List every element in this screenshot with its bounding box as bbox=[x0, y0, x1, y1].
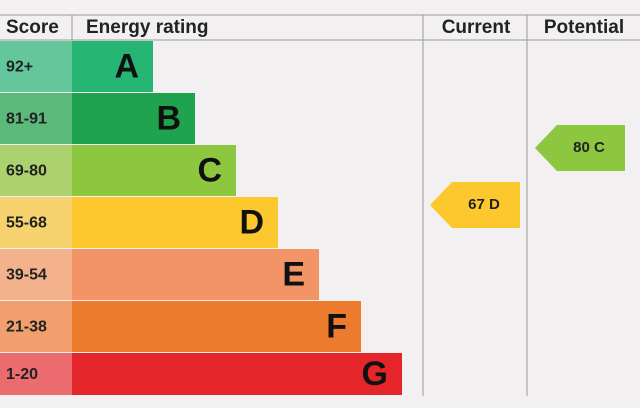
rating-letter: E bbox=[282, 255, 305, 293]
score-range: 92+ bbox=[6, 59, 33, 76]
potential-rating: 80 C bbox=[573, 139, 605, 156]
rating-letter: G bbox=[362, 355, 388, 393]
score-cell bbox=[0, 301, 72, 352]
score-range: 69-80 bbox=[6, 163, 47, 180]
bands: 92+ A 81-91 B 69-80 C 55-68 D 39-54 E 21-38 F 1-20 G bbox=[0, 41, 402, 395]
current-rating: 67 D bbox=[468, 196, 500, 213]
rating-letter: D bbox=[239, 203, 264, 241]
rating-bar bbox=[72, 197, 278, 248]
rating-bar bbox=[72, 301, 361, 352]
rating-bar bbox=[72, 249, 319, 300]
score-range: 81-91 bbox=[6, 111, 47, 128]
score-range: 1-20 bbox=[6, 366, 38, 383]
score-range: 21-38 bbox=[6, 319, 47, 336]
current-arrow bbox=[430, 182, 520, 228]
score-cell bbox=[0, 353, 72, 395]
score-cell bbox=[0, 41, 72, 92]
header-current: Current bbox=[442, 17, 511, 38]
score-range: 39-54 bbox=[6, 267, 47, 284]
rating-bar bbox=[72, 41, 153, 92]
rating-bar bbox=[72, 353, 402, 395]
rating-bar bbox=[72, 145, 236, 196]
rating-letter: A bbox=[114, 47, 139, 85]
score-range: 55-68 bbox=[6, 215, 47, 232]
score-cell bbox=[0, 145, 72, 196]
header-potential: Potential bbox=[544, 17, 624, 38]
score-cell bbox=[0, 197, 72, 248]
potential-arrow bbox=[535, 125, 625, 171]
rating-letter: B bbox=[156, 99, 181, 137]
score-cell bbox=[0, 249, 72, 300]
rating-letter: C bbox=[197, 151, 222, 189]
header-score: Score bbox=[6, 17, 59, 38]
score-cell bbox=[0, 93, 72, 144]
rating-bar bbox=[72, 93, 195, 144]
rating-letter: F bbox=[326, 307, 347, 345]
header-rating: Energy rating bbox=[86, 17, 208, 38]
